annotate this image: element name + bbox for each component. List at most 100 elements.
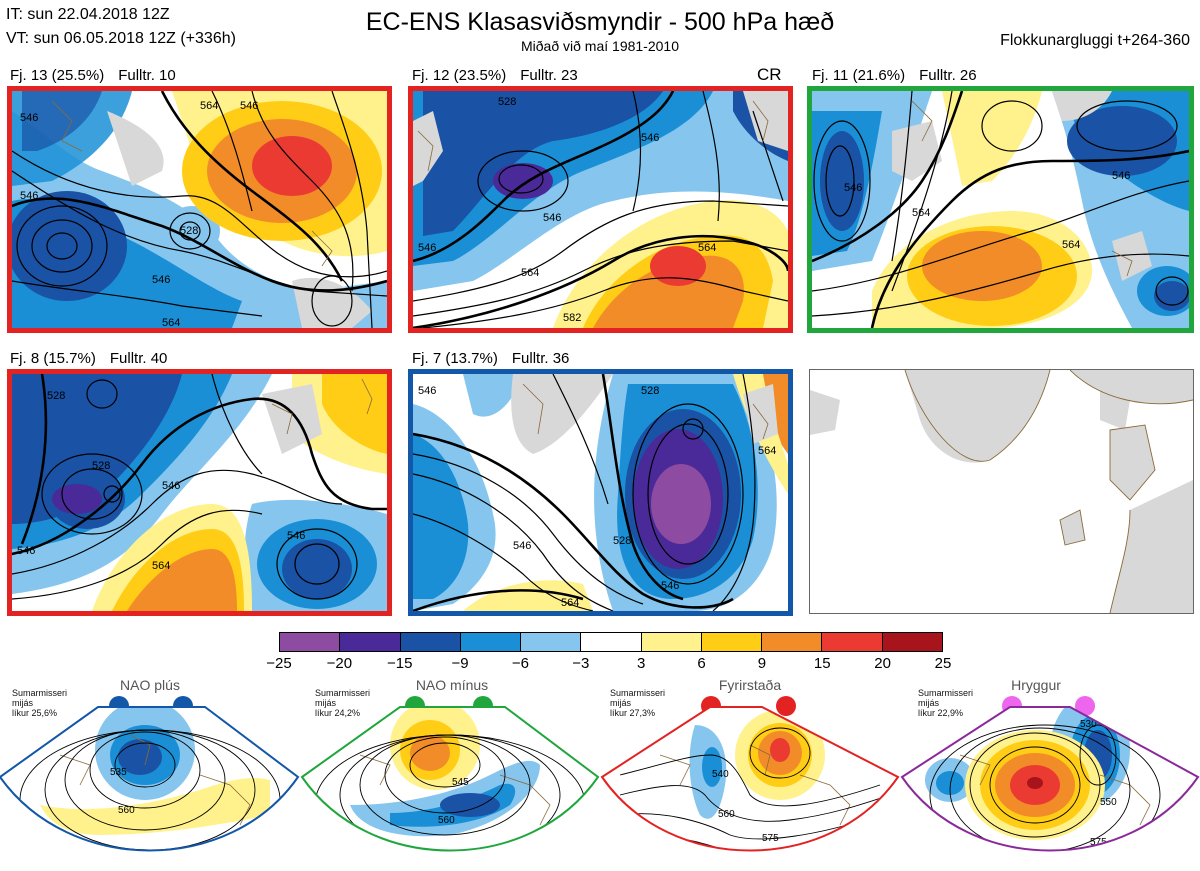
regime-blocking[interactable]: Sumarmisseri mijás líkur 27,3% Fyrirstaða	[600, 675, 900, 871]
contour-label: 564	[912, 207, 930, 219]
regime-nao-plus[interactable]: Sumarmisseri mijás líkur 25,6% NAO plús	[0, 675, 300, 871]
cluster-map-2[interactable]: 528 546 546 564 564 582 546	[408, 86, 793, 333]
contour-label: 540	[712, 769, 729, 780]
cluster-map-3-graphic: 546 564 546 564	[812, 91, 1189, 328]
cluster-map-2-graphic: 528 546 546 564 564 582 546	[413, 91, 788, 328]
regime-title: NAO mínus	[415, 677, 489, 693]
contour-label: 546	[661, 580, 679, 592]
colorbar-segment	[882, 633, 942, 651]
contour-label: 545	[452, 777, 469, 788]
cluster-map-5[interactable]: 546 528 546 528 546 564 564	[408, 369, 793, 616]
colorbar-segment	[460, 633, 522, 651]
contour-label: 546	[513, 540, 531, 552]
colorbar-tick-label: 6	[697, 655, 706, 672]
contour-label: 564	[698, 242, 716, 254]
contour-label: 564	[521, 267, 539, 279]
contour-label: 546	[543, 212, 561, 224]
colorbar-tick-label: −9	[451, 655, 469, 672]
regime-section: Sumarmisseri mijás líkur 25,6% NAO plús	[0, 675, 1200, 871]
contour-label: 575	[1090, 837, 1107, 848]
contour-label: 546	[418, 242, 436, 254]
colorbar-tick-label: −25	[266, 655, 292, 672]
contour-label: 575	[448, 851, 465, 862]
contour-label: 560	[438, 815, 455, 826]
contour-label: 528	[92, 460, 110, 472]
colorbar-ticks: −25 −20 −15 −9 −6 −3 3 6 9 15 20 25	[266, 655, 951, 675]
contour-label: 546	[240, 100, 258, 112]
contour-label: 546	[641, 132, 659, 144]
contour-label: 564	[162, 317, 180, 328]
contour-label: 530	[1080, 719, 1097, 730]
contour-label: 528	[641, 385, 659, 397]
regime-title: Hryggur	[1011, 677, 1061, 693]
contour-label: 546	[287, 530, 305, 542]
panel-2-label: Fj. 12 (23.5%) Fulltr. 23	[412, 67, 578, 84]
colorbar-segment	[521, 633, 582, 651]
colorbar-segment	[822, 633, 883, 651]
valid-time: VT: sun 06.05.2018 12Z (+336h)	[6, 30, 236, 47]
contour-label: 560	[118, 805, 135, 816]
colorbar-segment	[641, 633, 702, 651]
contour-label: 564	[561, 597, 579, 609]
regime-nao-plus-map: 535 560	[0, 706, 300, 852]
contour-label: 550	[1100, 797, 1117, 808]
panel-5-label: Fj. 7 (13.7%) Fulltr. 36	[412, 350, 570, 367]
contour-label: 564	[152, 560, 170, 572]
colorbar-segment	[762, 633, 823, 651]
contour-label: 546	[1112, 170, 1130, 182]
cluster-map-5-graphic: 546 528 546 528 546 564 564	[413, 374, 788, 611]
contour-label: 528	[180, 225, 198, 237]
colorbar-tick-label: −20	[326, 655, 353, 672]
panel-3-label: Fj. 11 (21.6%) Fulltr. 26	[812, 67, 977, 84]
colorbar-tick-label: −6	[511, 655, 530, 672]
colorbar-tick-label: 15	[813, 655, 831, 672]
regime-info: Sumarmisseri mijás líkur 25,6%	[12, 688, 68, 718]
page-subtitle: Miðað við maí 1981-2010	[521, 38, 679, 54]
regime-nao-minus-map: 545 560 575	[300, 706, 600, 862]
regime-dot-icon	[1075, 696, 1095, 716]
contour-label: 546	[17, 545, 35, 557]
colorbar-tick-label: 20	[874, 655, 891, 672]
colorbar-tick-label: 25	[934, 655, 952, 672]
colorbar-tick-label: −3	[572, 655, 590, 672]
colorbar-segment	[340, 633, 401, 651]
regime-dot-icon	[776, 696, 796, 716]
contour-label: 528	[47, 390, 65, 402]
colorbar-tick-label: 9	[757, 655, 767, 672]
colorbar-segment	[400, 633, 461, 651]
regime-ridge-map: 530 550 575	[900, 706, 1200, 852]
page-title: EC-ENS Klasasviðsmyndir - 500 hPa hæð	[365, 8, 835, 36]
init-time: IT: sun 22.04.2018 12Z	[6, 6, 170, 23]
contour-label: 528	[613, 535, 631, 547]
cluster-map-4[interactable]: 528 528 546 564 546 546	[7, 369, 392, 616]
cluster-map-4-graphic: 528 528 546 564 546 546	[12, 374, 387, 611]
empty-map-panel	[809, 369, 1194, 614]
regime-ridge[interactable]: Sumarmisseri mijás líkur 22,9% Hryggur	[900, 675, 1200, 871]
empty-map-graphic	[810, 370, 1193, 613]
contour-label: 528	[498, 96, 516, 108]
colorbar-segment	[701, 633, 763, 651]
contour-label: 564	[758, 445, 776, 457]
regime-nao-minus[interactable]: Sumarmisseri mijás líkur 24,2% NAO mínus	[300, 675, 600, 871]
contour-label: 546	[20, 190, 38, 202]
contour-label: 546	[418, 385, 436, 397]
regime-info: Sumarmisseri mijás líkur 24,2%	[315, 688, 371, 718]
regime-info: Sumarmisseri mijás líkur 22,9%	[918, 688, 974, 718]
colorbar-segment	[280, 633, 341, 651]
contour-label: 546	[844, 182, 862, 194]
contour-label: 546	[20, 112, 38, 124]
classification-window: Flokkunargluggi t+264-360	[1000, 32, 1190, 49]
panel-1-label: Fj. 13 (25.5%) Fulltr. 10	[10, 67, 176, 84]
regime-title: NAO plús	[120, 677, 180, 693]
colorbar-segment	[581, 633, 642, 651]
regime-info: Sumarmisseri mijás líkur 27,3%	[610, 688, 666, 718]
cluster-map-1[interactable]: 546 546 564 546 546 528 564	[7, 86, 392, 333]
regime-title: Fyrirstaða	[718, 677, 782, 693]
contour-label: 546	[152, 274, 170, 286]
cluster-map-3[interactable]: 546 564 546 564	[807, 86, 1194, 333]
colorbar-tick-label: 3	[637, 655, 646, 672]
colorbar-tick-label: −15	[386, 655, 413, 672]
contour-label: 535	[110, 767, 127, 778]
contour-label: 582	[563, 312, 581, 324]
contour-label: 560	[718, 809, 735, 820]
